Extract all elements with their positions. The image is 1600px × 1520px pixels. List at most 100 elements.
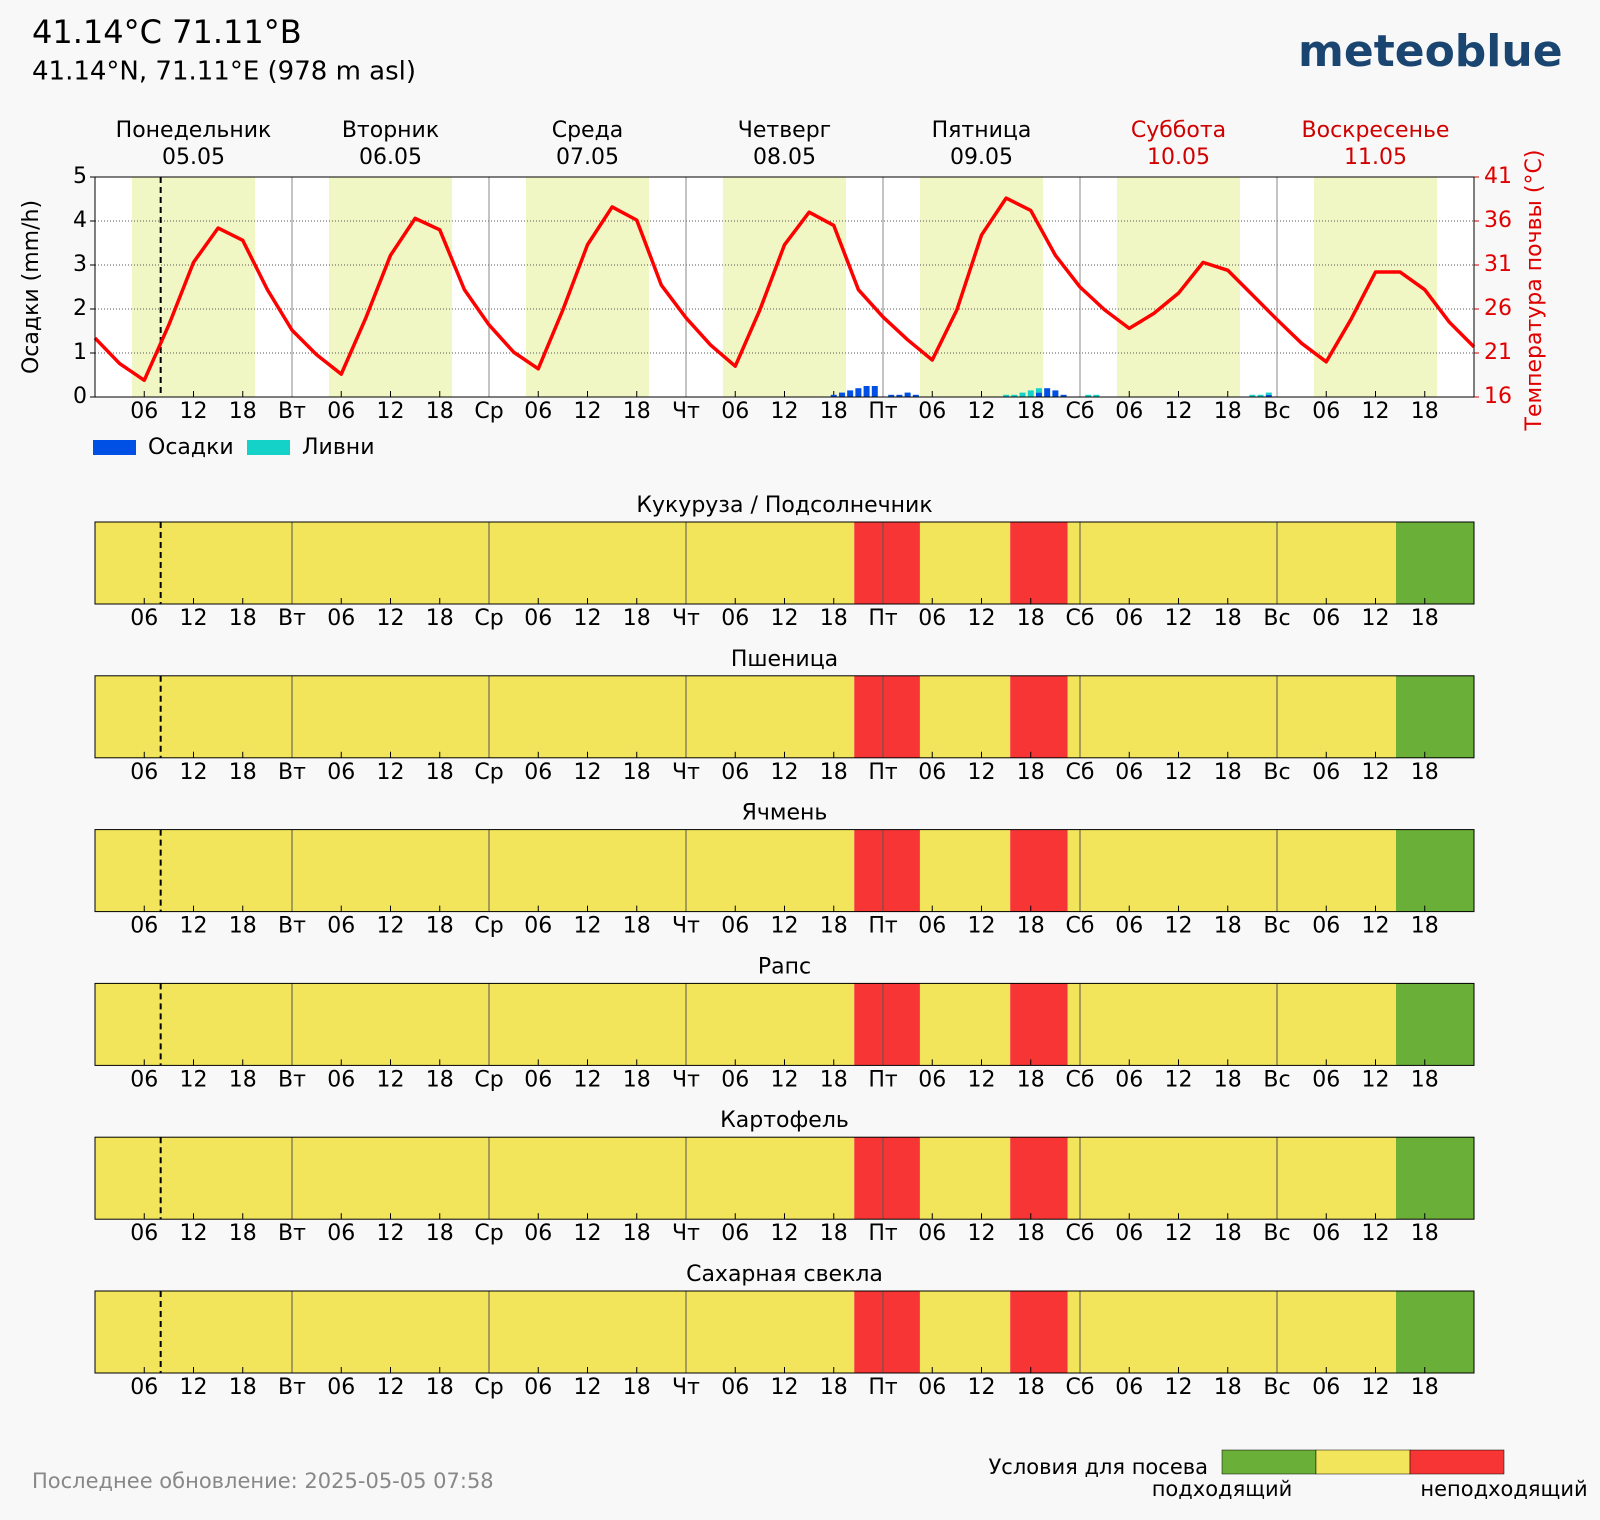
x-tick-label: 18	[623, 1067, 651, 1092]
x-tick-label: 12	[377, 1067, 405, 1092]
legend-swatch	[247, 440, 290, 455]
x-tick-label: 18	[426, 760, 454, 785]
condition-segment	[1010, 1291, 1068, 1373]
strip-frame	[94, 521, 1475, 605]
bar	[1249, 394, 1256, 397]
x-tick-label: Пт	[868, 914, 898, 939]
x-tick-label: 12	[574, 760, 602, 785]
x-tick-label: 18	[229, 760, 257, 785]
bar	[1011, 394, 1018, 397]
x-tick-label: 12	[1362, 1221, 1390, 1246]
x-tick-label: 06	[327, 606, 355, 631]
x-tick-label: 12	[968, 1067, 996, 1092]
x-tick-label: 18	[820, 760, 848, 785]
day-date: 09.05	[950, 145, 1013, 170]
x-tick-label: 06	[721, 914, 749, 939]
x-tick-label: Сб	[1066, 1375, 1095, 1400]
x-tick-label: 18	[426, 606, 454, 631]
x-tick-label: 06	[524, 1221, 552, 1246]
x-tick-label: 12	[968, 760, 996, 785]
x-tick-label: 06	[524, 1375, 552, 1400]
x-tick-label: 12	[1165, 606, 1193, 631]
day-date: 08.05	[753, 145, 816, 170]
x-tick-label: 18	[1214, 760, 1242, 785]
x-tick-label: 12	[1165, 760, 1193, 785]
footer-update: Последнее обновление: 2025-05-05 07:58	[32, 1469, 494, 1493]
x-tick-label: 06	[721, 1221, 749, 1246]
x-tick-label: 18	[820, 399, 848, 424]
x-tick-label: 06	[1115, 760, 1143, 785]
y2-axis-label: Температура почвы (°C)	[1522, 150, 1547, 432]
x-tick-label: Сб	[1066, 914, 1095, 939]
condition-segment	[854, 1137, 920, 1220]
condition-segment	[1067, 1291, 1397, 1373]
x-tick-label: 18	[426, 1067, 454, 1092]
condition-segment	[919, 983, 1011, 1066]
x-tick-label: 18	[1017, 760, 1045, 785]
condition-segment	[919, 675, 1011, 758]
x-tick-label: Чт	[672, 1067, 700, 1092]
x-tick-label: Пт	[868, 1221, 898, 1246]
x-tick-label: 06	[721, 1067, 749, 1092]
condition-segment	[1396, 675, 1474, 758]
x-tick-label: 12	[180, 914, 208, 939]
x-tick-label: 06	[524, 399, 552, 424]
x-tick-label: 18	[229, 1375, 257, 1400]
daylight	[722, 177, 847, 397]
x-tick-label: Вс	[1263, 399, 1290, 424]
x-tick-label: 18	[623, 760, 651, 785]
day-date: 10.05	[1147, 145, 1210, 170]
x-tick-label: 06	[1312, 760, 1340, 785]
x-tick-label: Чт	[672, 1375, 700, 1400]
x-tick-label: 06	[1115, 1221, 1143, 1246]
y-tick-label: 4	[73, 208, 87, 233]
y-tick-label: 0	[73, 384, 87, 409]
x-tick-label: Вс	[1263, 1375, 1290, 1400]
x-tick-label: Пт	[868, 1375, 898, 1400]
x-tick-label: 18	[426, 399, 454, 424]
y2-tick-label: 21	[1484, 340, 1512, 365]
x-tick-label: 12	[1165, 914, 1193, 939]
x-tick-label: Чт	[672, 606, 700, 631]
x-tick-label: 12	[771, 606, 799, 631]
y2-tick-label: 31	[1484, 252, 1512, 277]
x-tick-label: 18	[820, 1067, 848, 1092]
x-tick-label: 12	[1165, 1375, 1193, 1400]
x-tick-label: 06	[721, 760, 749, 785]
condition-segment	[95, 829, 855, 912]
x-tick-label: 06	[721, 1375, 749, 1400]
x-tick-label: 18	[623, 1221, 651, 1246]
x-tick-label: Сб	[1066, 1067, 1095, 1092]
condition-segment	[95, 1291, 855, 1373]
strip-frame	[94, 1136, 1475, 1220]
condition-segment	[854, 675, 920, 758]
x-tick-label: 06	[524, 1067, 552, 1092]
x-tick-label: 18	[1017, 399, 1045, 424]
x-tick-label: 06	[918, 606, 946, 631]
bar	[1257, 394, 1264, 397]
x-tick-label: 18	[1411, 760, 1439, 785]
x-tick-label: 12	[968, 1221, 996, 1246]
day-name: Четверг	[738, 118, 831, 143]
x-tick-label: Сб	[1066, 399, 1095, 424]
condition-low: подходящий	[1152, 1477, 1293, 1501]
x-tick-label: 06	[327, 1067, 355, 1092]
x-tick-label: 12	[771, 914, 799, 939]
x-tick-label: 18	[1214, 1221, 1242, 1246]
x-tick-label: 18	[1214, 1375, 1242, 1400]
condition-high: неподходящий	[1420, 1477, 1587, 1501]
bar	[1019, 392, 1026, 397]
condition-segment	[1010, 522, 1068, 604]
condition-segment	[1396, 829, 1474, 912]
x-tick-label: 18	[229, 399, 257, 424]
condition-swatch	[1315, 1449, 1411, 1475]
x-tick-label: 12	[771, 1375, 799, 1400]
condition-segment	[919, 829, 1011, 912]
condition-segment	[1067, 829, 1397, 912]
x-tick-label: Пт	[868, 760, 898, 785]
x-tick-label: 18	[1017, 1221, 1045, 1246]
x-tick-label: 18	[820, 1375, 848, 1400]
x-tick-label: 18	[820, 914, 848, 939]
x-tick-label: 12	[574, 606, 602, 631]
x-tick-label: Ср	[474, 914, 503, 939]
